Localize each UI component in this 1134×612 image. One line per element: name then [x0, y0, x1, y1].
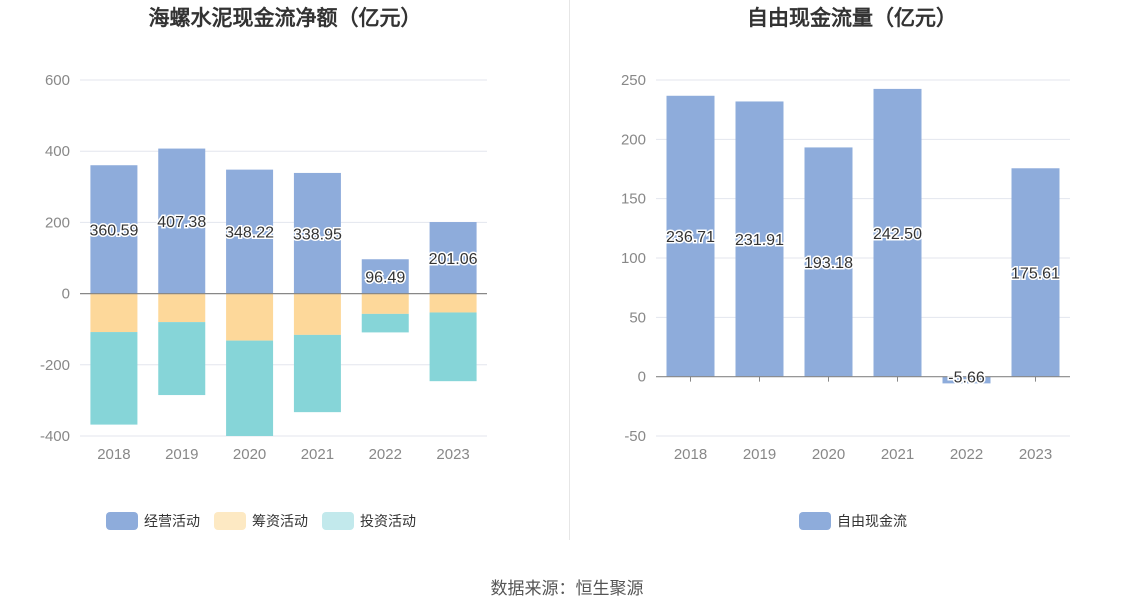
left-y-tick-label: -400: [40, 428, 70, 445]
right-data-label-2020: 193.18: [804, 255, 853, 272]
right-y-tick-label: -50: [624, 428, 646, 445]
right-bar-2019: [735, 101, 784, 377]
chart-divider: [569, 0, 570, 540]
right-data-label-2023: 175.61: [1011, 265, 1060, 282]
legend-item-financing[interactable]: 筹资活动: [214, 511, 308, 531]
left-x-tick-label: 2023: [436, 446, 469, 463]
right-x-tick-label: 2018: [674, 446, 707, 463]
left-bar-financing-2023: [429, 293, 477, 313]
legend-swatch-investing: [322, 512, 354, 530]
right-y-tick-label: 150: [621, 191, 646, 208]
left-y-tick-label: 0: [62, 286, 70, 303]
right-y-tick-label: 50: [629, 309, 646, 326]
right-y-tick-label: 250: [621, 72, 646, 89]
legend-label-investing: 投资活动: [360, 514, 416, 530]
legend-swatch-financing: [214, 512, 246, 530]
legend-label-financing: 筹资活动: [252, 514, 308, 530]
right-bar-2020: [804, 147, 853, 377]
left-y-tick-label: 400: [45, 143, 70, 160]
left-x-tick-label: 2018: [97, 446, 130, 463]
right-bar-2021: [873, 88, 922, 377]
left-chart-title: 海螺水泥现金流净额（亿元）: [148, 6, 422, 30]
right-bar-2023: [1011, 168, 1060, 377]
left-bar-investing-2022: [361, 313, 409, 333]
left-bar-financing-2018: [90, 293, 138, 333]
left-bar-investing-2018: [90, 332, 138, 425]
left-bar-financing-2020: [226, 293, 274, 341]
right-x-tick-label: 2020: [812, 446, 845, 463]
left-bar-operating-2019: [158, 148, 206, 294]
left-y-tick-label: 200: [45, 214, 70, 231]
left-bar-investing-2019: [158, 322, 206, 396]
left-y-tick-label: -200: [40, 357, 70, 374]
legend-label-free-cash-flow: 自由现金流: [837, 514, 907, 530]
left-data-label-2018: 360.59: [89, 222, 138, 239]
left-x-tick-label: 2019: [165, 446, 198, 463]
legend-item-operating[interactable]: 经营活动: [106, 511, 200, 531]
right-x-tick-label: 2021: [881, 446, 914, 463]
left-bar-financing-2019: [158, 293, 206, 323]
left-x-tick-label: 2021: [301, 446, 334, 463]
legend-item-free-cash-flow[interactable]: 自由现金流: [799, 511, 907, 531]
left-bar-financing-2021: [293, 293, 341, 335]
left-bar-operating-2023: [429, 222, 477, 294]
legend-label-operating: 经营活动: [144, 514, 200, 530]
right-x-tick-label: 2023: [1019, 446, 1052, 463]
left-bar-operating-2020: [226, 169, 274, 294]
legend-item-investing[interactable]: 投资活动: [322, 511, 416, 531]
left-bar-investing-2023: [429, 312, 477, 382]
left-bar-operating-2021: [293, 172, 341, 294]
legend-swatch-free-cash-flow: [799, 512, 831, 530]
legend-swatch-operating: [106, 512, 138, 530]
right-bar-2018: [666, 95, 715, 377]
left-data-label-2020: 348.22: [225, 225, 274, 242]
left-bar-investing-2020: [226, 340, 274, 436]
right-chart-title: 自由现金流量（亿元）: [747, 6, 957, 30]
right-legend: 自由现金流: [799, 511, 907, 531]
left-data-label-2022: 96.49: [365, 269, 405, 286]
right-data-label-2022: -5.66: [948, 370, 985, 387]
left-legend: 经营活动 筹资活动 投资活动: [106, 511, 416, 531]
left-data-label-2019: 407.38: [157, 214, 206, 231]
right-x-tick-label: 2019: [743, 446, 776, 463]
right-y-tick-label: 100: [621, 250, 646, 267]
left-bar-investing-2021: [293, 334, 341, 413]
right-y-tick-label: 200: [621, 131, 646, 148]
left-data-label-2023: 201.06: [429, 251, 478, 268]
right-x-tick-label: 2022: [950, 446, 983, 463]
left-bar-operating-2018: [90, 165, 138, 294]
left-y-tick-label: 600: [45, 72, 70, 89]
right-data-label-2018: 236.71: [666, 229, 715, 246]
data-source: 数据来源：恒生聚源: [490, 579, 644, 599]
right-y-tick-label: 0: [638, 369, 646, 386]
left-bar-operating-2022: [361, 259, 409, 294]
left-data-label-2021: 338.95: [293, 226, 342, 243]
right-data-label-2019: 231.91: [735, 232, 784, 249]
left-x-tick-label: 2022: [369, 446, 402, 463]
right-data-label-2021: 242.50: [873, 226, 922, 243]
left-x-tick-label: 2020: [233, 446, 266, 463]
left-bar-financing-2022: [361, 293, 409, 314]
